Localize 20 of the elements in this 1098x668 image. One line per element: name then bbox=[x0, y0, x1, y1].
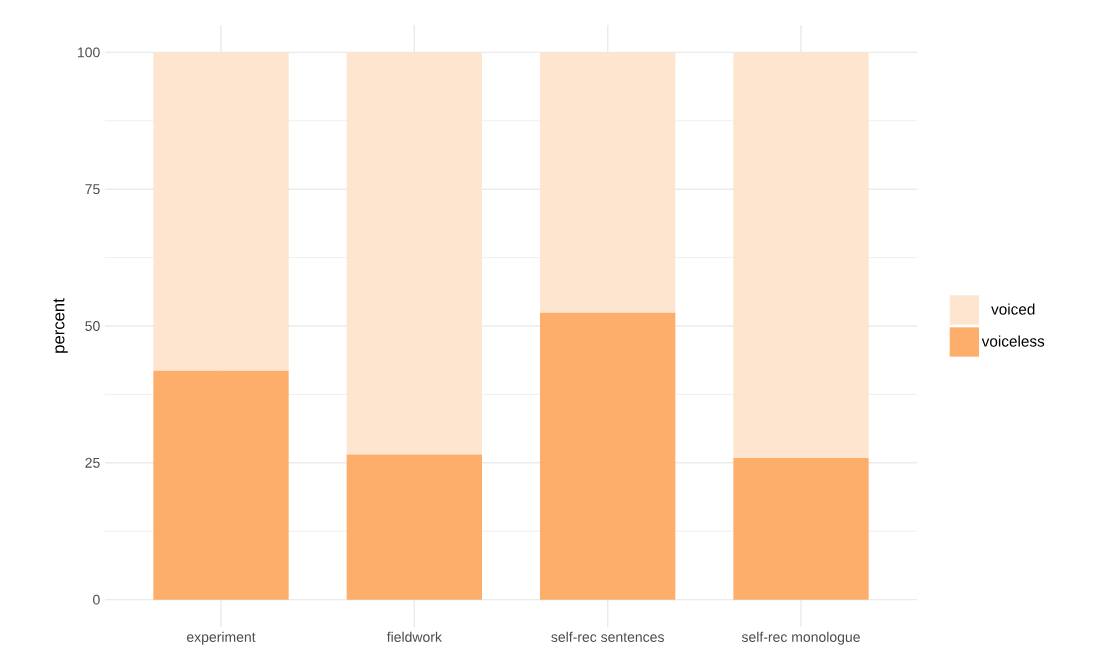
bar bbox=[540, 312, 676, 600]
bar bbox=[346, 454, 483, 600]
y-axis-title: percent bbox=[53, 298, 68, 353]
y-tick-label: 25 bbox=[85, 457, 100, 468]
bar bbox=[153, 52, 289, 371]
y-tick-label: 100 bbox=[78, 47, 100, 58]
bar bbox=[540, 52, 676, 313]
legend-label: voiced bbox=[991, 303, 1035, 315]
bar bbox=[733, 52, 869, 458]
x-tick-label: self-rec monologue bbox=[741, 631, 860, 645]
bar bbox=[733, 457, 869, 600]
y-tick-label: 50 bbox=[85, 321, 100, 331]
y-tick-label: 0 bbox=[93, 594, 100, 605]
y-tick-label: 75 bbox=[85, 184, 100, 195]
legend-label: voiceless bbox=[981, 335, 1045, 347]
x-tick-label: self-rec sentences bbox=[551, 631, 664, 642]
x-tick-label: fieldwork bbox=[386, 631, 442, 642]
bar bbox=[153, 370, 289, 600]
bar bbox=[346, 52, 483, 455]
x-tick-label: experiment bbox=[186, 631, 256, 645]
